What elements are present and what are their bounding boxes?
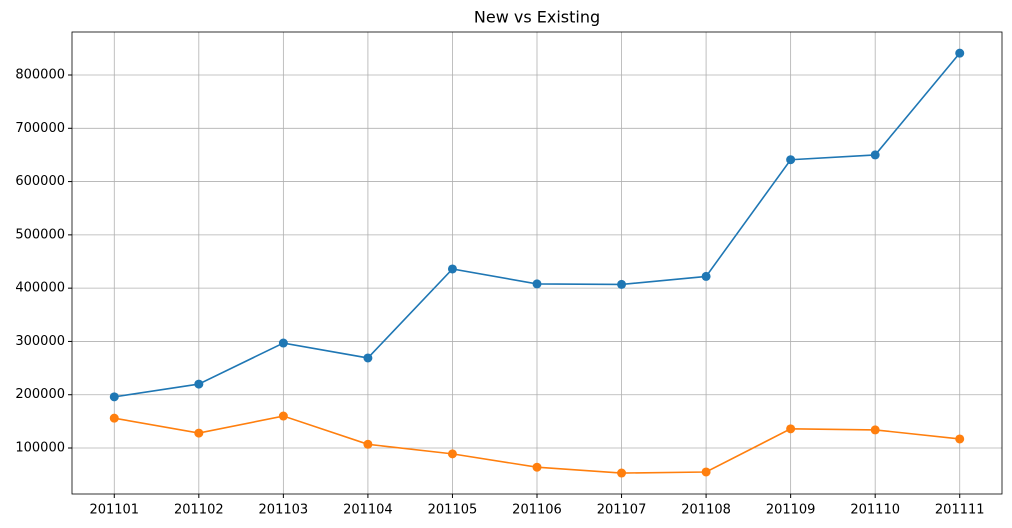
y-tick-label: 100000 [15, 441, 65, 456]
point [363, 353, 373, 363]
point [870, 425, 880, 435]
point [447, 449, 457, 459]
plot-frame [71, 31, 1003, 495]
x-tick-label: 201109 [766, 503, 816, 518]
point [955, 48, 965, 58]
point [278, 411, 288, 421]
x-tick-label: 201102 [174, 503, 224, 518]
point [617, 468, 627, 478]
y-tick-label: 600000 [15, 174, 65, 189]
point [194, 428, 204, 438]
point [363, 439, 373, 449]
point [532, 279, 542, 289]
point [109, 413, 119, 423]
point [786, 155, 796, 165]
y-tick-label: 200000 [15, 387, 65, 402]
y-tick-label: 700000 [15, 121, 65, 136]
x-tick-label: 201107 [597, 503, 647, 518]
x-tick-label: 201108 [681, 503, 731, 518]
x-tick-label: 201110 [850, 503, 900, 518]
y-tick-label: 800000 [15, 68, 65, 83]
chart-title: New vs Existing [474, 8, 600, 27]
x-tick-label: 201111 [935, 503, 985, 518]
x-tick-label: 201104 [343, 503, 393, 518]
point [701, 467, 711, 477]
point [194, 379, 204, 389]
y-tick-label: 300000 [15, 334, 65, 349]
point [109, 392, 119, 402]
point [617, 279, 627, 289]
point [870, 150, 880, 160]
point [278, 338, 288, 348]
y-tick-label: 500000 [15, 227, 65, 242]
point [955, 434, 965, 444]
y-tick-label: 400000 [15, 281, 65, 296]
x-tick-label: 201103 [259, 503, 309, 518]
point [447, 264, 457, 274]
x-tick-label: 201105 [428, 503, 478, 518]
x-tick-label: 201101 [89, 503, 139, 518]
point [532, 462, 542, 472]
x-tick-label: 201106 [512, 503, 562, 518]
point [701, 271, 711, 281]
point [786, 424, 796, 434]
